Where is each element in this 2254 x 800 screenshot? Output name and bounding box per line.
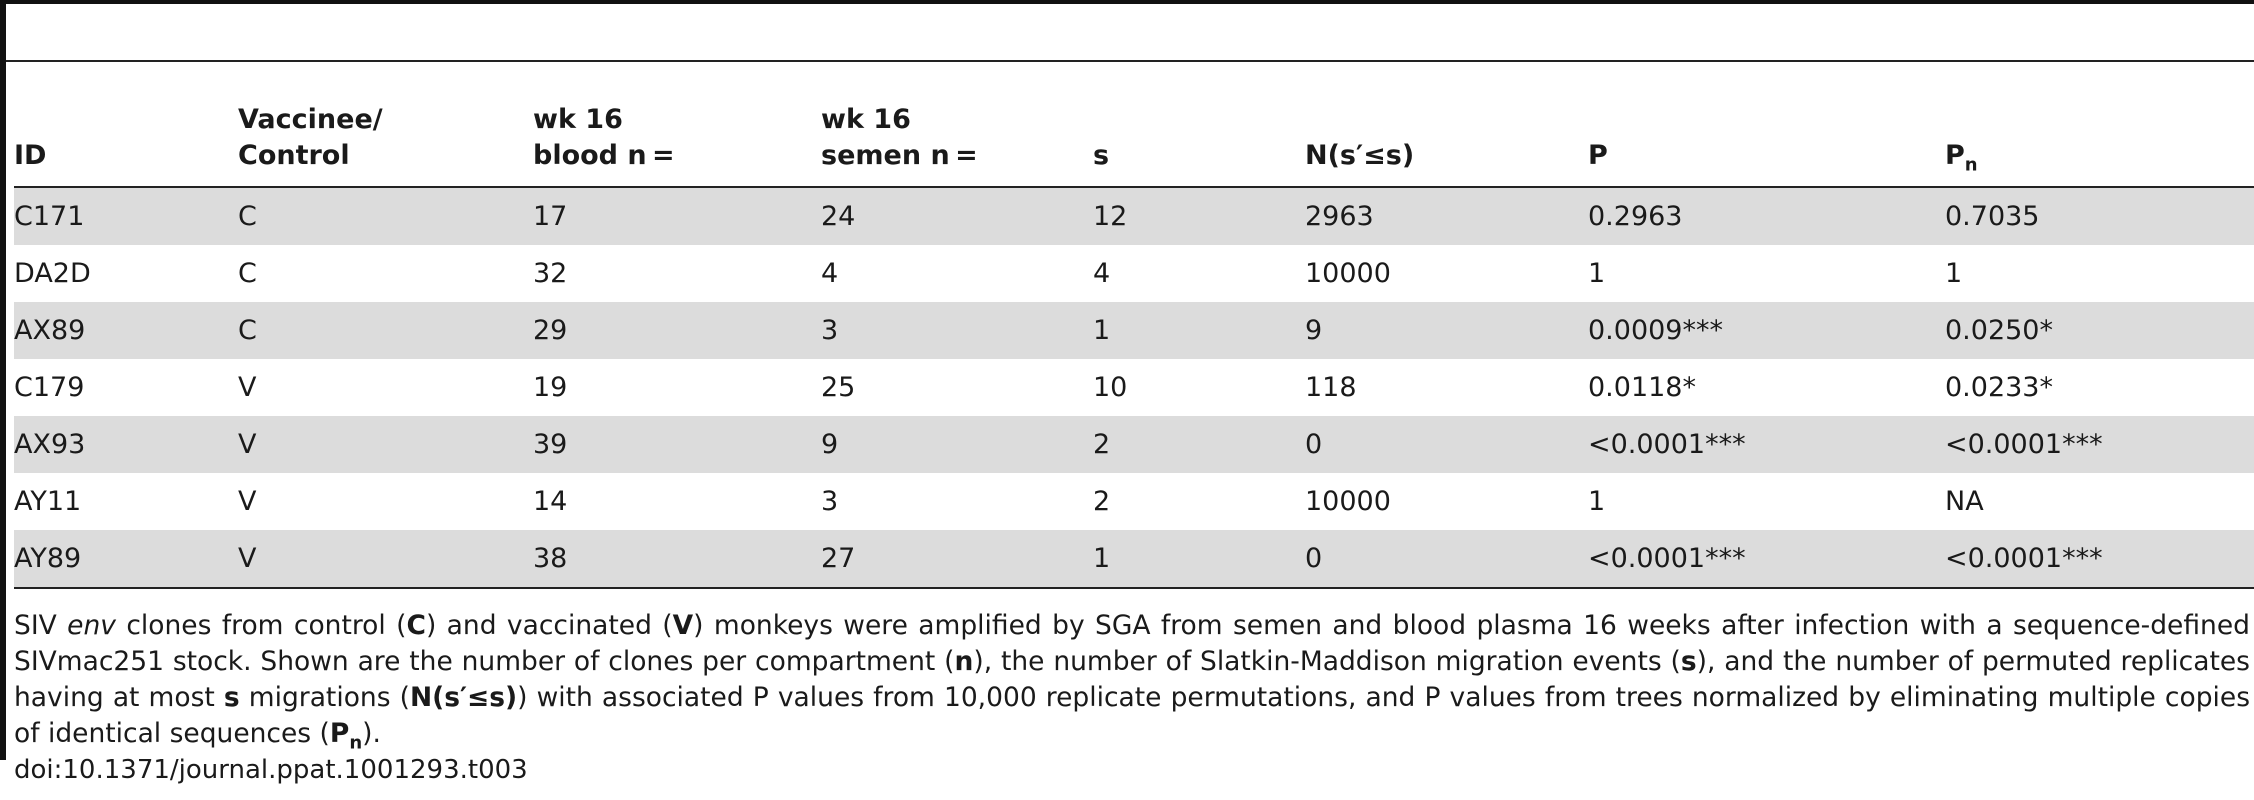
table-row: C179 V 19 25 10 118 0.0118* 0.0233*: [14, 359, 2254, 416]
cell-n-permuted: 10000: [1305, 258, 1391, 289]
cell-p: 1: [1588, 258, 1606, 289]
cell-p: 1: [1588, 486, 1606, 517]
cell-group: V: [238, 530, 533, 589]
table-row: AX89 C 29 3 1 9 0.0009*** 0.0250*: [14, 302, 2254, 359]
header-top-rule: [6, 60, 2254, 62]
table-row: DA2D C 32 4 4 10000 1 1: [14, 245, 2254, 302]
cell-id: AX89: [14, 302, 238, 359]
cell-group: C: [238, 187, 533, 245]
cell-semen-n: 27: [821, 530, 1093, 589]
cell-semen-n: 3: [821, 302, 1093, 359]
cell-id: AY11: [14, 486, 82, 517]
header-p: P: [1588, 62, 1945, 188]
table-row: C171 C 17 24 12 2963 0.2963 0.7035: [14, 187, 2254, 245]
cell-group: V: [238, 416, 533, 473]
cell-blood-n: 29: [533, 302, 821, 359]
cell-id: DA2D: [14, 258, 91, 289]
left-border: [0, 0, 6, 760]
cell-id: AX93: [14, 416, 238, 473]
cell-blood-n: 14: [533, 486, 568, 517]
cell-blood-n: 17: [533, 187, 821, 245]
cell-blood-n: 38: [533, 530, 821, 589]
cell-p: <0.0001***: [1588, 530, 1945, 589]
cell-id: C171: [14, 187, 238, 245]
cell-pn: NA: [1945, 486, 1984, 517]
cell-p: 0.2963: [1588, 187, 1945, 245]
cell-semen-n: 4: [821, 258, 839, 289]
cell-blood-n: 19: [533, 372, 568, 403]
header-semen-n: wk 16 semen n =: [821, 62, 1093, 188]
table-row: AY11 V 14 3 2 10000 1 NA: [14, 473, 2254, 530]
cell-p: 0.0009***: [1588, 302, 1945, 359]
cell-group: V: [238, 486, 257, 517]
cell-n-permuted: 2963: [1305, 187, 1588, 245]
cell-semen-n: 25: [821, 372, 856, 403]
cell-pn: 0.0250*: [1945, 302, 2254, 359]
cell-s: 10: [1093, 372, 1128, 403]
cell-n-permuted: 0: [1305, 530, 1588, 589]
caption-env: env: [67, 610, 116, 641]
cell-n-permuted: 9: [1305, 302, 1588, 359]
cell-pn: 0.7035: [1945, 187, 2254, 245]
cell-s: 12: [1093, 187, 1305, 245]
cell-semen-n: 9: [821, 416, 1093, 473]
data-table: ID Vaccinee/Control wk 16 blood n = wk 16…: [14, 62, 2254, 589]
cell-pn: <0.0001***: [1945, 530, 2254, 589]
cell-s: 1: [1093, 302, 1305, 359]
cell-n-permuted: 0: [1305, 416, 1588, 473]
header-s: s: [1093, 62, 1305, 188]
cell-id: AY89: [14, 530, 238, 589]
cell-s: 1: [1093, 530, 1305, 589]
cell-semen-n: 24: [821, 187, 1093, 245]
cell-pn: 1: [1945, 258, 1963, 289]
cell-pn: 0.0233*: [1945, 372, 2053, 403]
header-pn: Pn: [1945, 62, 2254, 188]
cell-blood-n: 32: [533, 258, 568, 289]
cell-p: 0.0118*: [1588, 372, 1696, 403]
header-n-permuted: N(s′≤s): [1305, 62, 1588, 188]
cell-blood-n: 39: [533, 416, 821, 473]
table-row: AY89 V 38 27 1 0 <0.0001*** <0.0001***: [14, 530, 2254, 589]
header-id: ID: [14, 62, 238, 188]
cell-semen-n: 3: [821, 486, 839, 517]
cell-n-permuted: 118: [1305, 372, 1357, 403]
cell-pn: <0.0001***: [1945, 416, 2254, 473]
cell-p: <0.0001***: [1588, 416, 1945, 473]
cell-group: C: [238, 302, 533, 359]
table-row: AX93 V 39 9 2 0 <0.0001*** <0.0001***: [14, 416, 2254, 473]
table-caption: SIV env clones from control (C) and vacc…: [14, 610, 2250, 754]
header-vaccinee-control: Vaccinee/Control: [238, 62, 533, 188]
cell-s: 4: [1093, 258, 1111, 289]
cell-n-permuted: 10000: [1305, 486, 1391, 517]
header-row: ID Vaccinee/Control wk 16 blood n = wk 16…: [14, 62, 2254, 188]
cell-s: 2: [1093, 486, 1111, 517]
top-border: [0, 0, 2254, 4]
doi-text: doi:10.1371/journal.ppat.1001293.t003: [14, 755, 528, 785]
cell-group: V: [238, 372, 257, 403]
cell-id: C179: [14, 372, 85, 403]
cell-s: 2: [1093, 416, 1305, 473]
cell-group: C: [238, 258, 257, 289]
header-blood-n: wk 16 blood n =: [533, 62, 821, 188]
